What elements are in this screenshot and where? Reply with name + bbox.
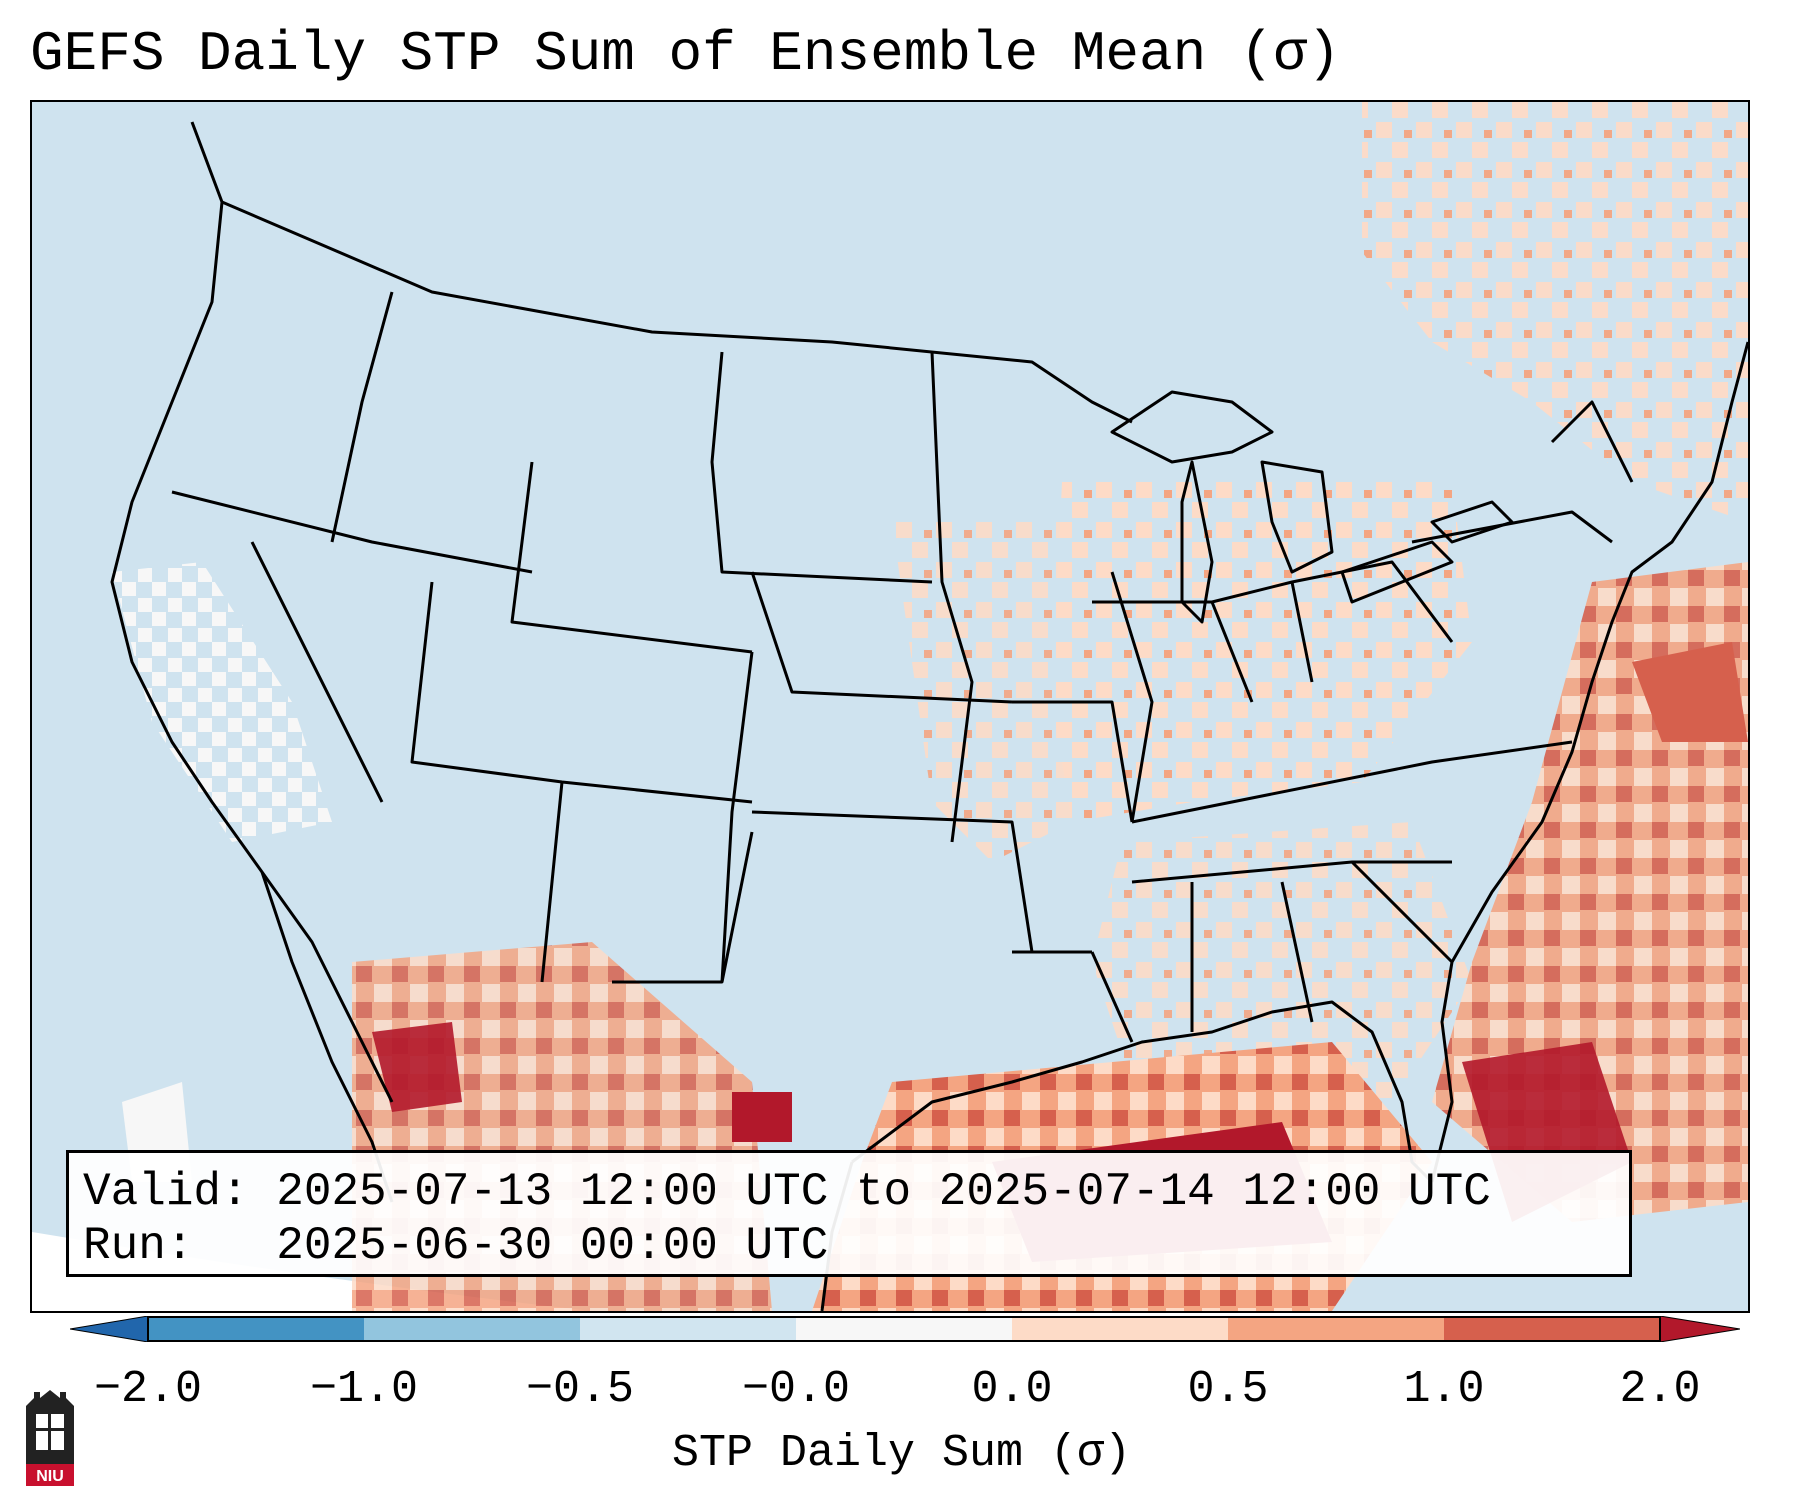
- colorbar-tick-label: −0.0: [741, 1364, 851, 1415]
- colorbar-tick-label: −0.5: [525, 1364, 635, 1415]
- chart-title: GEFS Daily STP Sum of Ensemble Mean (σ): [30, 22, 1341, 86]
- colorbar-bin-7: [1444, 1317, 1660, 1341]
- colorbar-tick-label: 0.0: [971, 1364, 1053, 1415]
- colorbar-under-triangle: [70, 1316, 149, 1342]
- colorbar-tick-label: −1.0: [309, 1364, 419, 1415]
- run-time: Run: 2025-06-30 00:00 UTC: [83, 1220, 829, 1272]
- colorbar-bin-2: [364, 1317, 580, 1341]
- niu-logo-icon: NIU: [26, 1390, 74, 1486]
- colorbar-bin-4: [796, 1317, 1012, 1341]
- borders: [110, 121, 1748, 1311]
- map-panel: [30, 100, 1750, 1313]
- colorbar-bin-6: [1228, 1317, 1444, 1341]
- anomaly-fields: [112, 102, 1748, 1311]
- colorbar-tick-label: −2.0: [93, 1364, 203, 1415]
- colorbar-bin-3: [580, 1317, 796, 1341]
- colorbar-label: STP Daily Sum (σ): [671, 1428, 1132, 1479]
- colorbar-tick-label: 2.0: [1619, 1364, 1701, 1415]
- colorbar: [70, 1316, 1740, 1342]
- valid-run-box: Valid: 2025-07-13 12:00 UTC to 2025-07-1…: [66, 1150, 1632, 1277]
- projection-edge: [32, 1232, 592, 1311]
- valid-time: Valid: 2025-07-13 12:00 UTC to 2025-07-1…: [83, 1166, 1491, 1218]
- colorbar-bin-1: [148, 1317, 364, 1341]
- colorbar-tick-label: 1.0: [1403, 1364, 1485, 1415]
- colorbar-tick-label: 0.5: [1187, 1364, 1269, 1415]
- map-svg: [32, 102, 1748, 1311]
- colorbar-over-triangle: [1659, 1316, 1740, 1342]
- logo-text: NIU: [36, 1468, 64, 1485]
- colorbar-bin-5: [1012, 1317, 1228, 1341]
